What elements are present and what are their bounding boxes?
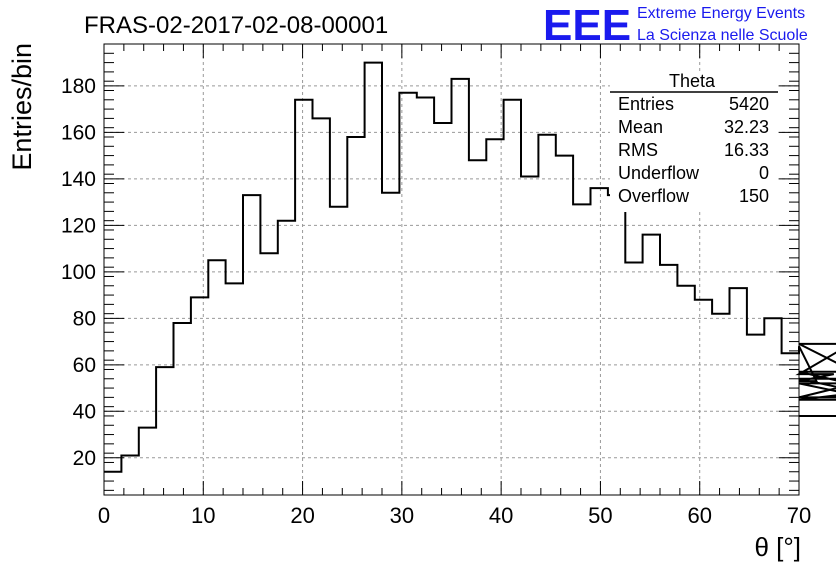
x-tick-label: 60 <box>687 503 711 528</box>
stats-value-overflow: 150 <box>739 186 769 206</box>
y-tick-label: 80 <box>73 307 96 330</box>
y-tick-labels: 20 40 60 80 100 120 140 160 180 <box>61 75 96 470</box>
chart-title: FRAS-02-2017-02-08-00001 <box>84 12 388 39</box>
y-axis-label: Entries/bin <box>7 43 37 171</box>
plot-frame <box>103 43 800 496</box>
x-axis-label: θ [°] <box>754 532 801 562</box>
stats-box-bg <box>610 72 778 212</box>
stats-value-rms: 16.33 <box>724 140 769 160</box>
stats-label-overflow: Overflow <box>618 186 690 206</box>
y-tick-label: 60 <box>73 354 96 377</box>
stats-label-underflow: Underflow <box>618 163 700 183</box>
y-tick-label: 20 <box>73 447 96 470</box>
stats-value-underflow: 0 <box>759 163 769 183</box>
stats-title: Theta <box>669 71 716 91</box>
y-tick-label: 120 <box>61 214 96 237</box>
histogram-line <box>104 61 836 473</box>
x-tick-label: 50 <box>588 503 612 528</box>
y-tick-label: 180 <box>61 75 96 98</box>
logo-eee: EEE <box>543 1 631 50</box>
stats-box: Theta Entries 5420 Mean 32.23 RMS 16.33 … <box>610 71 778 212</box>
stats-label-rms: RMS <box>618 140 658 160</box>
x-tick-label: 30 <box>390 503 414 528</box>
stats-label-mean: Mean <box>618 117 663 137</box>
y-tick-label: 100 <box>61 261 96 284</box>
logo-line1: Extreme Energy Events <box>637 5 805 22</box>
axis-ticks <box>103 43 800 495</box>
x-tick-label: 10 <box>191 503 215 528</box>
y-tick-label: 40 <box>73 400 96 423</box>
y-tick-label: 140 <box>61 168 96 191</box>
stats-value-entries: 5420 <box>729 94 769 114</box>
stats-value-mean: 32.23 <box>724 117 769 137</box>
x-tick-label: 20 <box>290 503 314 528</box>
x-tick-label: 70 <box>787 503 811 528</box>
x-tick-label: 0 <box>98 503 110 528</box>
x-tick-labels: 0 10 20 30 40 50 60 70 <box>98 503 811 528</box>
grid <box>104 44 799 495</box>
x-tick-label: 40 <box>489 503 513 528</box>
stats-label-entries: Entries <box>618 94 674 114</box>
y-tick-label: 160 <box>61 121 96 144</box>
logo-line2: La Scienza nelle Scuole <box>637 27 808 44</box>
